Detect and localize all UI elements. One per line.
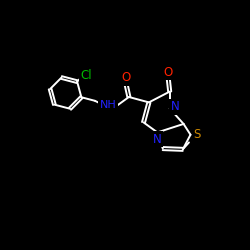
Text: NH: NH bbox=[100, 100, 116, 110]
Text: O: O bbox=[121, 71, 130, 84]
Text: O: O bbox=[164, 66, 173, 79]
Text: Cl: Cl bbox=[81, 69, 92, 82]
Text: S: S bbox=[194, 128, 201, 141]
Text: N: N bbox=[153, 133, 162, 146]
Text: N: N bbox=[171, 100, 179, 114]
